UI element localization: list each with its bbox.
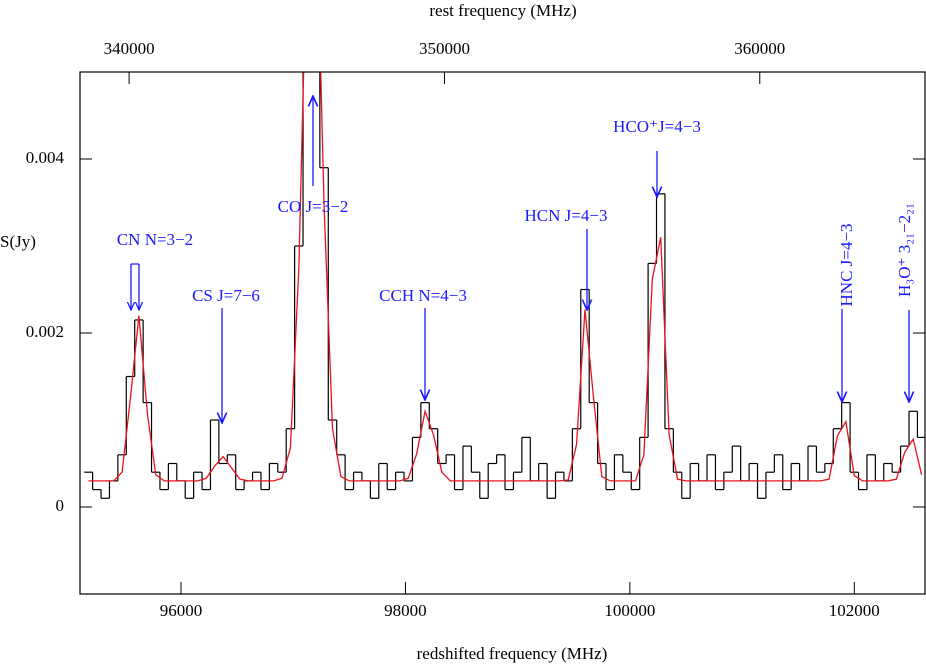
y-tick-label: 0 [56, 496, 65, 515]
x2-tick-label: 350000 [419, 39, 470, 58]
y-axis-label: S(Jy) [0, 232, 36, 251]
line-label: HCN J=4−3 [525, 206, 608, 225]
y-tick-label: 0.002 [26, 322, 64, 341]
x2-axis-label: rest frequency (MHz) [429, 1, 576, 20]
line-label: CCH N=4−3 [379, 286, 467, 305]
line-label: CN N=3−2 [117, 230, 193, 249]
line-label: CS J=7−6 [192, 286, 260, 305]
y-tick-label: 0.004 [26, 148, 65, 167]
line-label: HNC J=4−3 [837, 224, 856, 307]
fit-line [88, 72, 923, 482]
line-label: H₃O⁺ 3₂₁−2₂₁ [895, 203, 914, 297]
line-arrow [130, 263, 140, 310]
x-tick-label: 98000 [384, 601, 427, 620]
x2-tick-label: 360000 [734, 39, 785, 58]
line-label: CO J=3−2 [278, 197, 349, 216]
plot-area [84, 72, 925, 499]
frame [79, 71, 926, 595]
x2-tick-label: 340000 [104, 39, 155, 58]
x-tick-label: 102000 [829, 601, 880, 620]
line-label: HCO⁺J=4−3 [613, 117, 701, 136]
x-axis-label: redshifted frequency (MHz) [417, 644, 608, 663]
x-tick-label: 96000 [160, 601, 203, 620]
x-tick-label: 100000 [604, 601, 655, 620]
